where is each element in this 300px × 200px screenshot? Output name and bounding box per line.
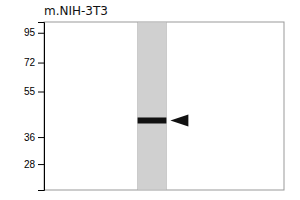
y-tick-mark: [38, 137, 44, 138]
y-tick-label: 36: [24, 132, 36, 143]
y-tick-mark: [38, 33, 44, 34]
y-tick: 28: [24, 159, 44, 170]
y-tick-mark: [38, 63, 44, 64]
y-tick: 55: [24, 86, 44, 97]
y-tick: 95: [24, 27, 44, 38]
plot-frame: [44, 22, 284, 190]
chart: 95 72 55 36 28 m.NIH-3T3: [0, 0, 300, 200]
band: [138, 117, 167, 123]
plot: 95 72 55 36 28: [24, 22, 284, 191]
title: m.NIH-3T3: [44, 4, 108, 18]
y-axis: 95 72 55 36 28: [24, 23, 45, 191]
y-axis-line: [38, 23, 45, 191]
y-tick-label: 72: [24, 57, 36, 68]
y-tick-label: 55: [24, 86, 36, 97]
y-tick-label: 28: [24, 159, 36, 170]
y-tick-label: 95: [24, 27, 36, 38]
marks: [138, 22, 189, 190]
band-arrow: [170, 114, 188, 126]
lane: [138, 22, 167, 190]
y-tick-mark: [38, 164, 44, 165]
y-tick: 36: [24, 132, 44, 143]
y-tick: 72: [24, 57, 44, 68]
y-tick-mark: [38, 92, 44, 93]
